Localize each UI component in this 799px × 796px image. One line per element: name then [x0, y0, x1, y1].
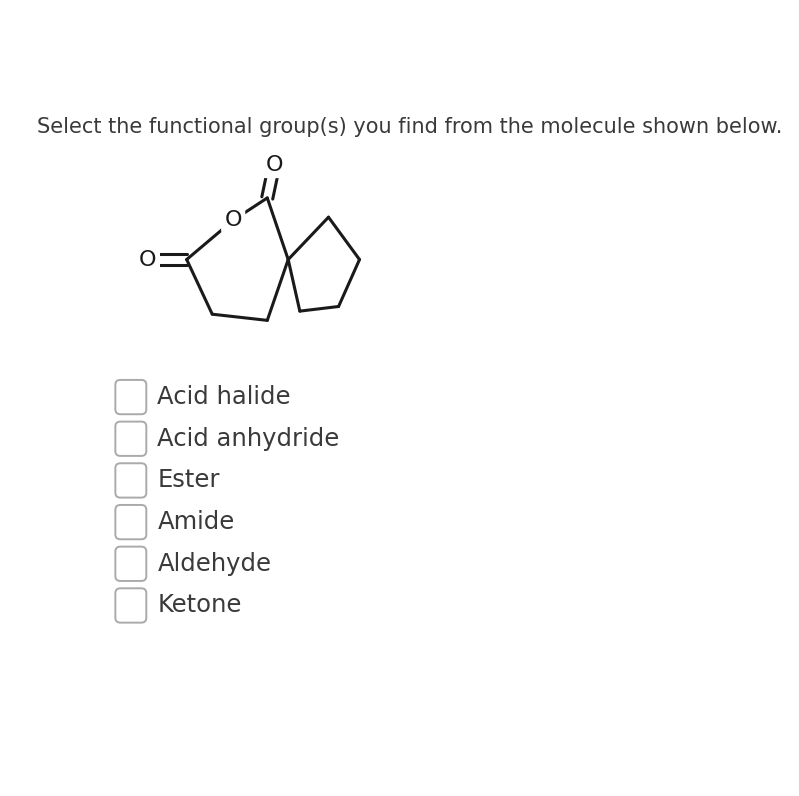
FancyBboxPatch shape — [115, 422, 146, 456]
FancyBboxPatch shape — [115, 588, 146, 622]
FancyBboxPatch shape — [115, 380, 146, 414]
Text: O: O — [139, 249, 157, 270]
Text: O: O — [265, 154, 283, 175]
Text: O: O — [225, 210, 242, 230]
FancyBboxPatch shape — [115, 505, 146, 539]
Text: Aldehyde: Aldehyde — [157, 552, 272, 576]
Text: Ketone: Ketone — [157, 594, 242, 618]
FancyBboxPatch shape — [115, 547, 146, 581]
Text: Select the functional group(s) you find from the molecule shown below.: Select the functional group(s) you find … — [37, 117, 782, 137]
Text: Amide: Amide — [157, 510, 235, 534]
Text: Acid anhydride: Acid anhydride — [157, 427, 340, 451]
Text: Acid halide: Acid halide — [157, 385, 291, 409]
Text: Ester: Ester — [157, 468, 220, 493]
FancyBboxPatch shape — [115, 463, 146, 498]
